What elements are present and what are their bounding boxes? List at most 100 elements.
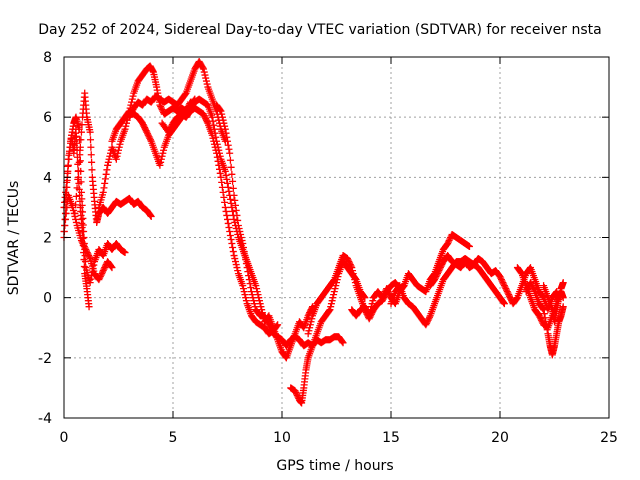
- data-point-marker: [543, 326, 551, 334]
- data-point-marker: [72, 132, 80, 140]
- data-point-marker: [305, 327, 313, 335]
- data-point-marker: [513, 295, 521, 303]
- data-point-marker: [83, 249, 91, 257]
- data-point-marker: [76, 151, 84, 159]
- data-point-marker: [239, 282, 247, 290]
- data-point-marker: [146, 136, 154, 144]
- data-point-marker: [540, 306, 548, 314]
- data-point-marker: [88, 158, 96, 166]
- data-point-marker: [88, 166, 96, 174]
- data-point-marker: [241, 291, 249, 299]
- data-point-marker: [78, 195, 86, 203]
- data-point-marker: [503, 288, 511, 296]
- data-point-marker: [84, 250, 92, 258]
- data-point-marker: [96, 273, 104, 281]
- data-point-marker: [183, 112, 191, 120]
- data-point-marker: [216, 106, 224, 114]
- data-point-marker: [141, 125, 149, 133]
- data-point-marker: [139, 121, 147, 129]
- x-tick-label: 10: [273, 430, 291, 446]
- data-point-marker: [61, 221, 69, 229]
- data-point-marker: [252, 282, 260, 290]
- data-point-marker: [156, 101, 164, 109]
- data-point-marker: [234, 267, 242, 275]
- data-point-marker: [307, 318, 315, 326]
- data-point-marker: [141, 124, 149, 132]
- data-point-marker: [244, 268, 252, 276]
- data-point-marker: [78, 238, 86, 246]
- data-point-marker: [506, 294, 514, 302]
- data-point-marker: [85, 303, 93, 311]
- y-tick-label: 0: [43, 291, 52, 307]
- data-point-marker: [348, 267, 356, 275]
- data-point-marker: [215, 146, 223, 154]
- data-point-marker: [237, 234, 245, 241]
- data-point-marker: [432, 273, 440, 281]
- data-point-marker: [121, 249, 129, 257]
- data-point-marker: [543, 322, 551, 330]
- data-point-marker: [229, 244, 237, 252]
- data-point-marker: [500, 300, 508, 308]
- data-point-marker: [504, 289, 512, 297]
- data-point-marker: [202, 74, 210, 82]
- data-point-marker: [268, 327, 276, 335]
- data-point-marker: [239, 285, 247, 293]
- data-point-marker: [223, 211, 231, 219]
- x-tick-label: 5: [169, 430, 178, 446]
- data-point-marker: [199, 64, 207, 72]
- chart-title: Day 252 of 2024, Sidereal Day-to-day VTE…: [38, 22, 601, 38]
- data-point-marker: [222, 207, 230, 215]
- data-point-marker: [343, 255, 351, 263]
- data-point-marker: [128, 95, 136, 103]
- data-point-marker: [127, 110, 135, 118]
- data-point-marker: [500, 282, 508, 290]
- data-point-marker: [422, 321, 430, 329]
- data-point-marker: [465, 243, 473, 251]
- data-point-marker: [66, 143, 74, 151]
- data-point-marker: [166, 125, 174, 133]
- data-point-marker: [99, 268, 107, 276]
- data-point-marker: [535, 312, 543, 320]
- data-point-marker: [222, 171, 230, 179]
- data-point-marker: [246, 280, 254, 288]
- data-point-marker: [247, 288, 255, 296]
- data-point-marker: [182, 113, 190, 121]
- data-point-marker: [158, 152, 166, 160]
- data-point-marker: [72, 192, 80, 200]
- data-point-marker: [105, 155, 113, 163]
- data-point-marker: [225, 145, 233, 153]
- data-point-marker: [216, 152, 224, 160]
- data-point-marker: [126, 112, 134, 120]
- data-point-marker: [78, 201, 86, 209]
- data-point-marker: [231, 201, 239, 209]
- data-point-marker: [261, 312, 269, 320]
- data-point-marker: [266, 324, 274, 332]
- data-point-marker: [234, 221, 242, 229]
- data-point-marker: [500, 280, 508, 288]
- data-point-marker: [238, 237, 246, 245]
- x-tick-label: 15: [382, 430, 400, 446]
- data-point-marker: [211, 129, 219, 137]
- data-point-marker: [266, 322, 274, 330]
- data-point-marker: [114, 149, 122, 157]
- data-point-marker: [165, 127, 173, 135]
- data-point-marker: [226, 195, 234, 203]
- data-point-marker: [328, 297, 336, 305]
- data-point-marker: [210, 125, 218, 133]
- x-tick-label: 0: [60, 430, 69, 446]
- data-point-marker: [216, 149, 224, 157]
- data-point-marker: [225, 187, 233, 195]
- data-point-marker: [528, 282, 536, 290]
- data-point-marker: [242, 297, 250, 305]
- data-point-marker: [436, 265, 444, 273]
- data-point-marker: [330, 277, 338, 285]
- data-point-marker: [184, 110, 192, 118]
- data-point-marker: [248, 291, 256, 299]
- data-point-marker: [559, 303, 567, 311]
- data-point-marker: [77, 237, 85, 245]
- data-point-marker: [77, 136, 85, 144]
- data-point-marker: [200, 112, 208, 120]
- data-point-marker: [231, 255, 239, 263]
- data-point-marker: [64, 161, 72, 169]
